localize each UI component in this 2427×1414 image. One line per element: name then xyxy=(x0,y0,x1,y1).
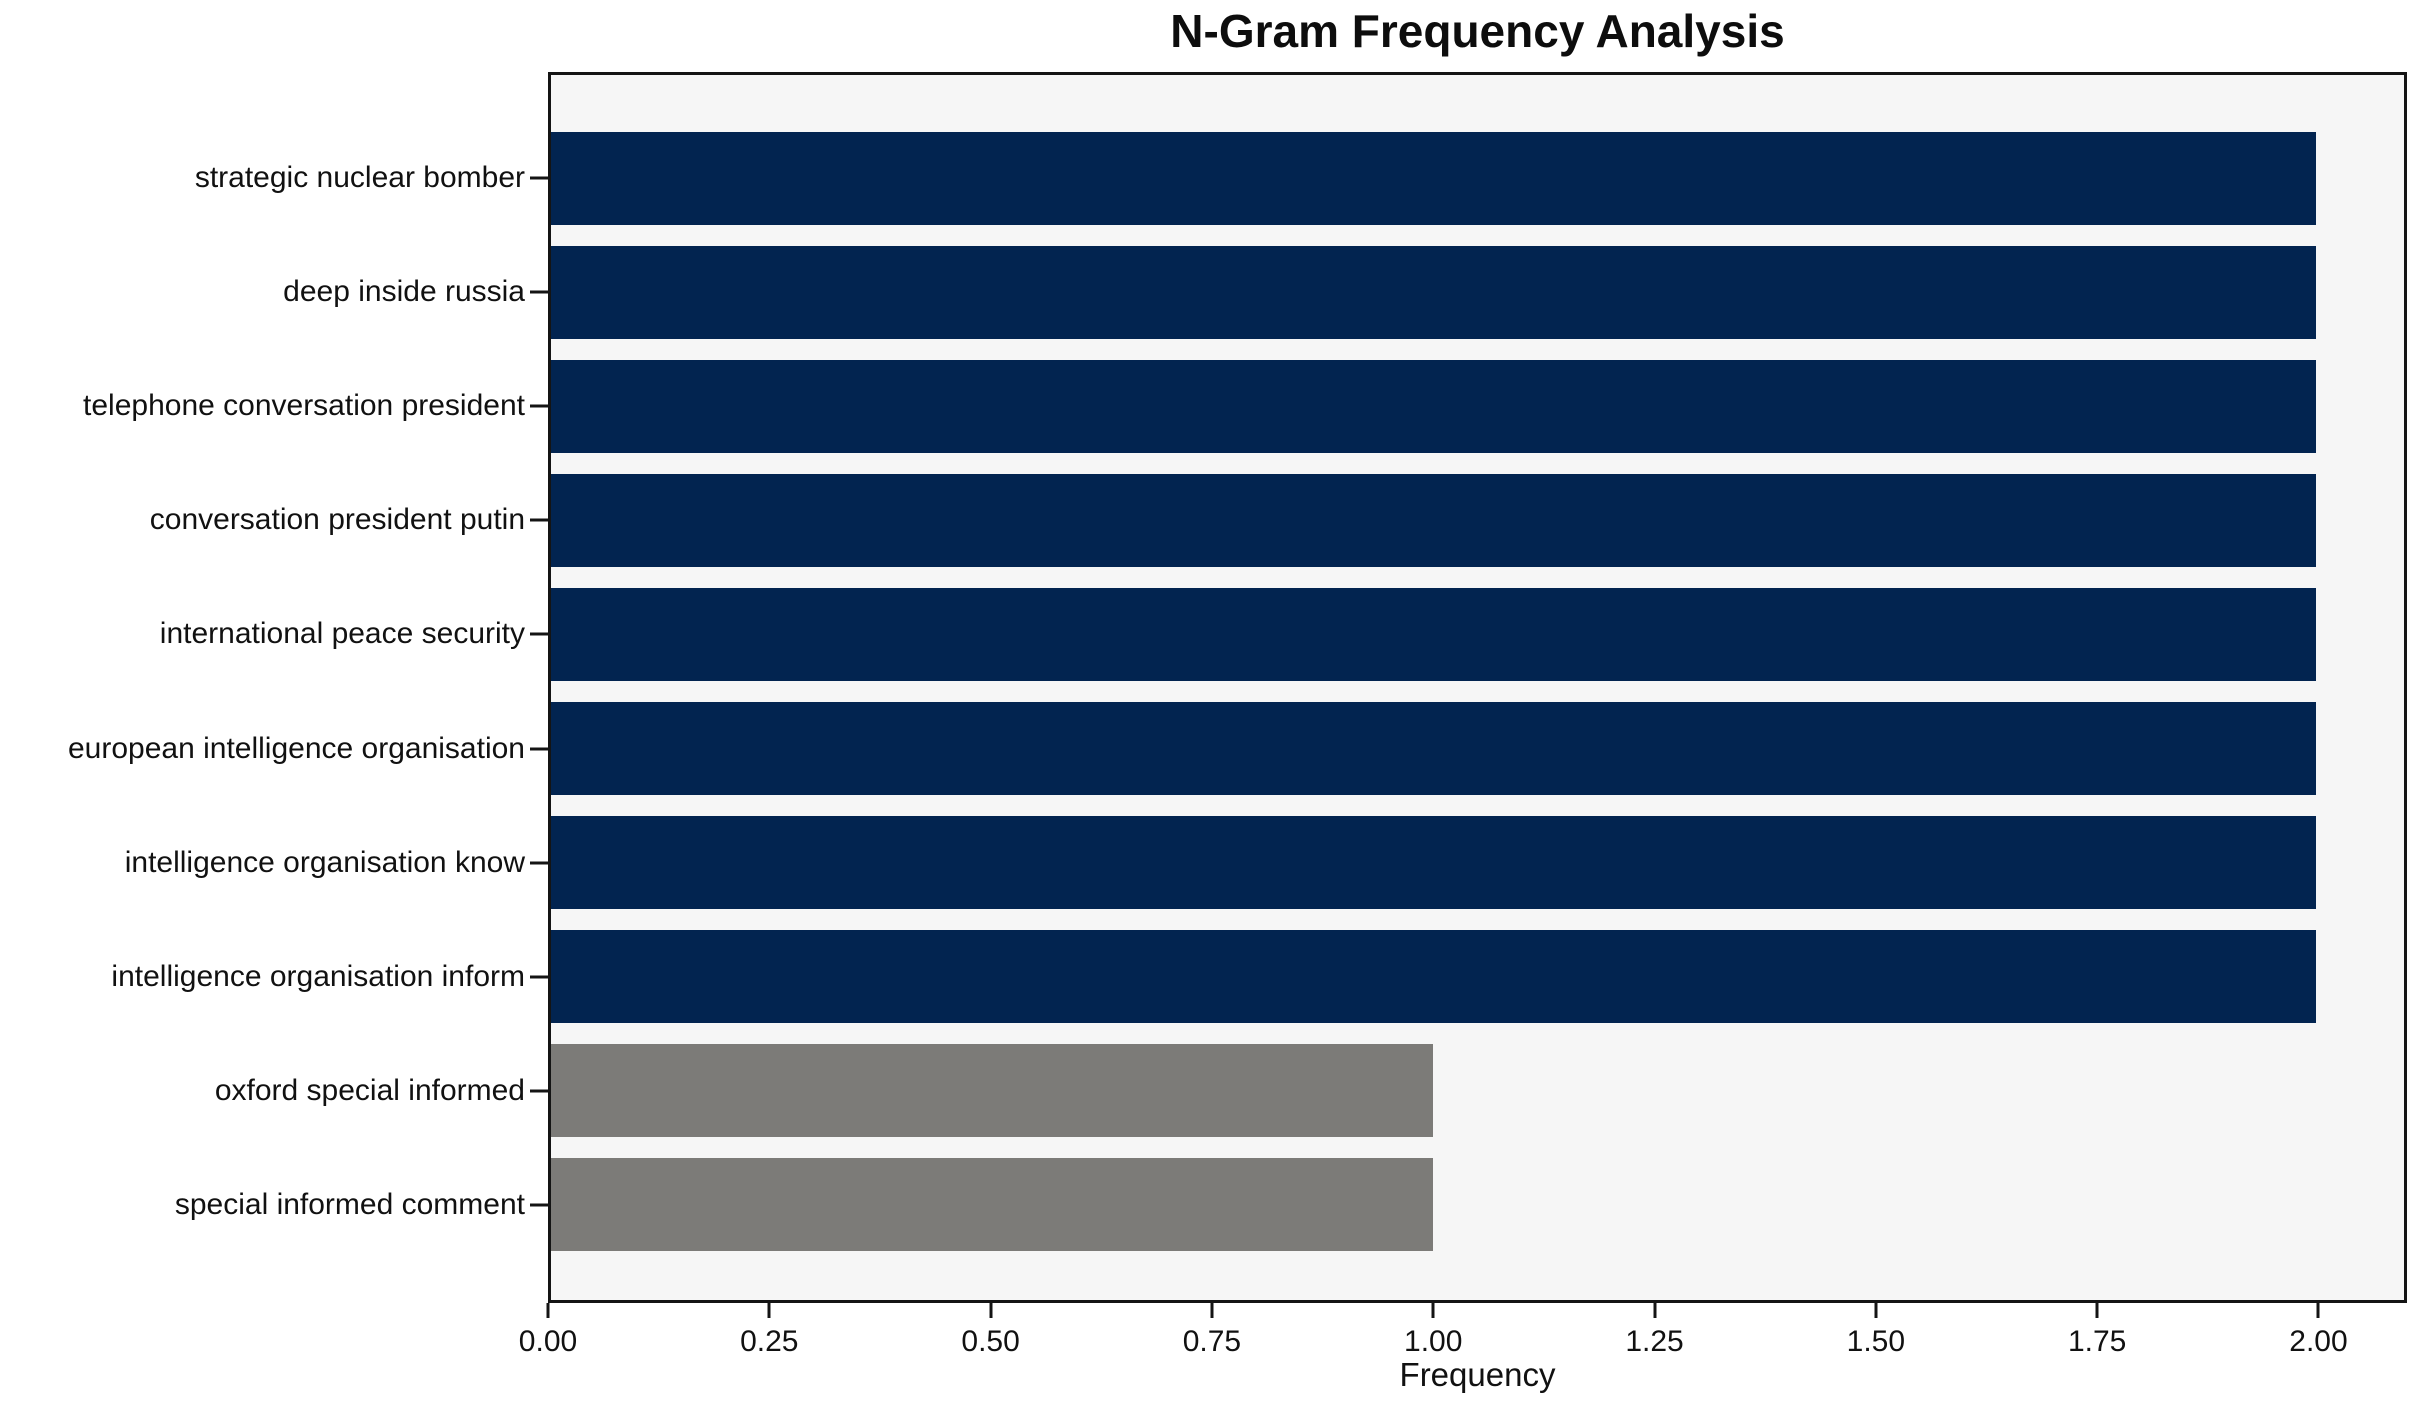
x-tick-label: 1.75 xyxy=(2067,1325,2127,1358)
x-tick-label: 0.25 xyxy=(740,1325,799,1358)
frequency-bar xyxy=(551,131,2316,225)
y-category-label: intelligence organisation know xyxy=(124,845,525,879)
x-tick-label: 1.00 xyxy=(1404,1325,1463,1358)
frequency-bar xyxy=(551,473,2316,567)
bar-row: conversation president putin xyxy=(150,463,2404,577)
x-tick-mark xyxy=(767,1303,771,1318)
plot-area: strategic nuclear bomber deep inside russ… xyxy=(68,72,2407,1303)
frequency-bar xyxy=(551,587,2316,681)
x-tick-mark xyxy=(2316,1303,2320,1318)
x-tick-label: 1.50 xyxy=(1846,1325,1906,1358)
y-category-label: special informed comment xyxy=(174,1187,525,1221)
x-tick-mark xyxy=(546,1303,550,1318)
frequency-bar xyxy=(551,245,2316,339)
y-category-label: european intelligence organisation xyxy=(67,731,525,765)
y-category-label: telephone conversation president xyxy=(83,389,525,423)
x-axis-label: Frequency xyxy=(1399,1356,1556,1393)
y-category-label: intelligence organisation inform xyxy=(111,959,525,993)
bar-row: telephone conversation president xyxy=(83,349,2404,463)
y-category-label: deep inside russia xyxy=(283,275,525,309)
y-category-label: international peace security xyxy=(159,617,525,651)
x-tick-mark xyxy=(1653,1303,1657,1318)
frequency-bar xyxy=(551,359,2316,453)
bar-row: oxford special informed xyxy=(215,1034,2404,1148)
x-tick-label: 0.00 xyxy=(518,1325,578,1358)
y-tick-mark xyxy=(530,1089,548,1093)
bar-row: international peace security xyxy=(160,577,2404,691)
x-tick-mark xyxy=(1210,1303,1214,1318)
frequency-bar xyxy=(551,816,2316,910)
bar-row: strategic nuclear bomber xyxy=(195,121,2404,235)
y-tick-mark xyxy=(530,290,548,294)
x-tick-mark xyxy=(1431,1303,1435,1318)
chart-title: N-Gram Frequency Analysis xyxy=(1170,5,1785,57)
frequency-bar xyxy=(551,930,2316,1024)
y-tick-mark xyxy=(530,861,548,865)
x-tick-mark xyxy=(1874,1303,1878,1318)
bar-row: intelligence organisation inform xyxy=(111,920,2404,1034)
bar-row: intelligence organisation know xyxy=(125,806,2404,920)
frequency-bar xyxy=(551,1158,1434,1252)
x-tick-mark xyxy=(989,1303,993,1318)
frequency-bar xyxy=(551,702,2316,796)
y-tick-mark xyxy=(530,747,548,751)
y-category-label: conversation president putin xyxy=(149,503,525,537)
frequency-bar xyxy=(551,1044,1434,1138)
x-tick-label: 0.50 xyxy=(961,1325,1020,1358)
y-tick-mark xyxy=(530,975,548,979)
x-tick-label: 1.25 xyxy=(1625,1325,1684,1358)
y-category-label: oxford special informed xyxy=(214,1073,525,1107)
x-tick-label: 2.00 xyxy=(2289,1325,2348,1358)
bar-row: deep inside russia xyxy=(283,235,2404,349)
y-tick-mark xyxy=(530,176,548,180)
y-tick-mark xyxy=(530,518,548,522)
bar-row: special informed comment xyxy=(175,1148,2404,1262)
x-axis: 0.00 0.25 0.50 0.75 1.00 1.25 1.50 1.75 2.00 xyxy=(519,1303,2407,1373)
y-tick-mark xyxy=(530,1203,548,1207)
y-tick-mark xyxy=(530,632,548,636)
bars-container: strategic nuclear bomber deep inside russ… xyxy=(68,75,2404,1300)
bar-row: european intelligence organisation xyxy=(68,691,2404,805)
y-tick-mark xyxy=(530,404,548,408)
x-tick-mark xyxy=(2095,1303,2099,1318)
y-category-label: strategic nuclear bomber xyxy=(194,161,525,195)
x-tick-label: 0.75 xyxy=(1182,1325,1242,1358)
